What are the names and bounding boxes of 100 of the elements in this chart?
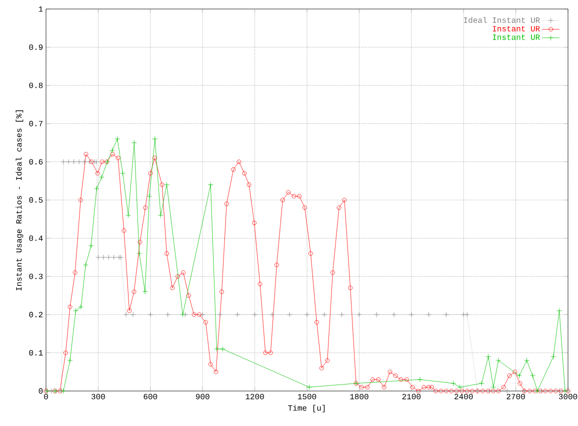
point	[82, 159, 87, 164]
point	[516, 373, 522, 378]
y-tick-label: 0.2	[29, 312, 43, 318]
point	[111, 254, 117, 260]
x-tick-label: 900	[196, 394, 210, 400]
point	[464, 312, 470, 318]
point	[71, 159, 77, 164]
point	[391, 312, 397, 318]
point	[530, 373, 536, 378]
y-tick-label: 0.4	[29, 235, 43, 241]
point	[96, 254, 101, 260]
point	[200, 312, 206, 318]
point	[86, 159, 92, 164]
point	[556, 308, 562, 314]
point	[123, 312, 129, 318]
y-tick-label: 1	[38, 6, 43, 12]
point	[408, 312, 414, 318]
x-tick-label: 2700	[506, 394, 525, 400]
point	[417, 376, 423, 382]
point	[479, 380, 484, 386]
point	[214, 346, 220, 352]
point	[88, 243, 94, 249]
point	[306, 384, 312, 390]
point	[158, 212, 164, 218]
point	[180, 312, 186, 318]
point	[534, 388, 540, 394]
x-tick-label: 1200	[246, 394, 264, 400]
point	[73, 308, 78, 314]
point	[444, 312, 449, 318]
point	[426, 312, 432, 318]
x-tick-label: 600	[144, 394, 158, 400]
point	[106, 254, 112, 260]
point	[460, 312, 466, 318]
point	[164, 182, 170, 188]
point	[234, 312, 240, 318]
point	[486, 354, 492, 360]
point	[142, 288, 148, 294]
point	[374, 312, 380, 318]
point	[92, 159, 98, 164]
point	[550, 354, 556, 360]
point	[110, 148, 115, 154]
y-tick-label: 0.9	[29, 44, 43, 50]
point	[60, 159, 66, 164]
point	[146, 193, 152, 199]
legend-label: Ideal Instant UR	[464, 17, 540, 23]
point	[100, 254, 106, 260]
point	[76, 159, 82, 164]
point	[504, 388, 510, 394]
legend-label: Instant UR	[492, 34, 540, 40]
y-tick-label: 0.5	[29, 197, 43, 203]
y-tick-label: 0.8	[29, 82, 43, 88]
legend-label: Instant UR	[492, 26, 540, 32]
point	[82, 262, 88, 268]
point	[78, 304, 84, 310]
x-tick-label: 2400	[454, 394, 473, 400]
point	[130, 312, 136, 318]
y-tick-label: 0.6	[29, 159, 43, 165]
point	[304, 312, 310, 318]
point	[152, 136, 158, 142]
point	[118, 254, 124, 260]
point	[252, 312, 258, 318]
point	[322, 312, 328, 318]
point	[126, 212, 131, 218]
y-tick-label: 0	[38, 388, 43, 394]
point	[114, 136, 120, 142]
point	[457, 384, 463, 390]
point	[208, 182, 214, 188]
point	[132, 140, 137, 146]
point	[116, 254, 122, 260]
y-tick-label: 0.3	[29, 274, 43, 280]
y-axis-title: Instant Usage Ratios - Ideal cases [%]	[16, 110, 24, 290]
x-tick-label: 1500	[298, 394, 316, 400]
point	[94, 159, 100, 164]
point	[66, 159, 72, 164]
x-axis-title: Time [u]	[288, 404, 325, 412]
point	[148, 312, 154, 318]
y-tick-label: 0.1	[29, 350, 43, 356]
point	[136, 250, 142, 256]
x-tick-label: 3000	[558, 394, 578, 400]
point	[270, 312, 275, 318]
point	[120, 170, 126, 176]
point	[539, 388, 545, 394]
point	[339, 312, 344, 318]
point	[165, 312, 170, 318]
point	[94, 186, 100, 192]
point	[220, 346, 226, 352]
x-tick-label: 2100	[402, 394, 421, 400]
x-tick-label: 1800	[350, 394, 368, 400]
point	[286, 312, 292, 318]
point	[98, 174, 104, 180]
point	[450, 380, 456, 386]
point	[490, 384, 496, 390]
point	[496, 358, 502, 364]
point	[217, 312, 223, 318]
x-tick-label: 0	[44, 394, 48, 400]
x-tick-label: 300	[92, 394, 105, 400]
point	[67, 358, 73, 364]
point	[524, 358, 530, 364]
y-tick-label: 0.7	[29, 120, 43, 126]
point	[356, 312, 362, 318]
